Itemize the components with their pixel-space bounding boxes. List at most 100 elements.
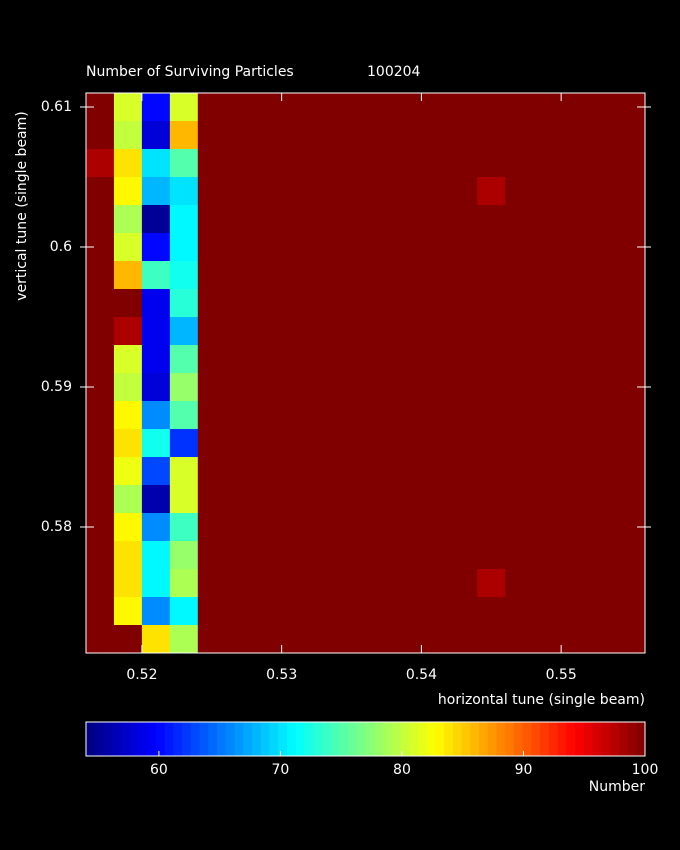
heatmap-cell: [561, 261, 590, 290]
colorbar-segment: [540, 722, 550, 756]
heatmap-cell: [225, 401, 255, 430]
heatmap-cell: [225, 569, 255, 598]
heatmap-cell: [309, 121, 339, 150]
colorbar-segment: [304, 722, 314, 756]
heatmap-cell: [113, 177, 143, 206]
heatmap-cell: [477, 289, 506, 318]
heatmap-cell: [225, 261, 255, 290]
heatmap-cell: [337, 485, 366, 514]
heatmap-cell: [225, 177, 255, 206]
heatmap-cell: [393, 625, 422, 654]
heatmap-cell: [225, 345, 255, 374]
heatmap-cell: [421, 233, 450, 262]
x-tick-label: 0.53: [266, 667, 297, 683]
colorbar-segment: [112, 722, 122, 756]
heatmap-cell: [197, 205, 227, 234]
heatmap-cell: [617, 345, 646, 374]
heatmap-cell: [141, 289, 171, 318]
heatmap-cell: [113, 625, 143, 654]
heatmap-cell: [365, 513, 394, 542]
heatmap-cell: [365, 373, 394, 402]
heatmap-cell: [309, 345, 339, 374]
heatmap-cell: [533, 289, 562, 318]
heatmap-cell: [533, 149, 562, 178]
heatmap-cell: [281, 177, 311, 206]
x-tick-label: 0.54: [406, 667, 437, 683]
heatmap-cell: [449, 289, 478, 318]
heatmap-cell: [365, 317, 394, 346]
heatmap-cell: [561, 373, 590, 402]
heatmap-cell: [365, 597, 394, 626]
heatmap-cell: [533, 401, 562, 430]
heatmap-cell: [505, 569, 534, 598]
colorbar-segment: [295, 722, 305, 756]
heatmap-cell: [449, 93, 478, 122]
colorbar-segment: [234, 722, 244, 756]
heatmap-cell: [393, 569, 422, 598]
heatmap-cell: [253, 457, 283, 486]
heatmap-cell: [113, 373, 143, 402]
heatmap-cell: [365, 485, 394, 514]
colorbar-segment: [164, 722, 174, 756]
heatmap-cell: [421, 93, 450, 122]
heatmap-cell: [561, 121, 590, 150]
colorbar-segment: [173, 722, 183, 756]
colorbar-segment: [243, 722, 253, 756]
colorbar-segment: [435, 722, 445, 756]
heatmap-cell: [477, 205, 506, 234]
heatmap-cell: [449, 625, 478, 654]
heatmap-cell: [337, 121, 366, 150]
heatmap-cell: [477, 177, 506, 206]
heatmap-cell: [253, 205, 283, 234]
heatmap-cell: [421, 205, 450, 234]
colorbar-segment: [531, 722, 541, 756]
colorbar-segment: [487, 722, 498, 756]
heatmap-cell: [309, 485, 339, 514]
heatmap-cell: [533, 597, 562, 626]
colorbar-segment: [313, 722, 323, 756]
heatmap-cell: [393, 149, 422, 178]
heatmap-cell: [617, 541, 646, 570]
heatmap-cell: [589, 149, 618, 178]
heatmap-cell: [505, 513, 534, 542]
colorbar-segment: [583, 722, 594, 756]
heatmap-cell: [393, 541, 422, 570]
heatmap-cell: [197, 569, 227, 598]
heatmap-cell: [225, 121, 255, 150]
heatmap-cell: [365, 289, 394, 318]
heatmap-cell: [505, 457, 534, 486]
heatmap-cell: [365, 177, 394, 206]
heatmap-cell: [225, 625, 255, 654]
heatmap-cell: [309, 261, 339, 290]
heatmap-cell: [477, 373, 506, 402]
heatmap-cell: [141, 513, 171, 542]
heatmap-cell: [561, 429, 590, 458]
colorbar-segment: [627, 722, 637, 756]
heatmap-cell: [225, 205, 255, 234]
heatmap-cell: [449, 597, 478, 626]
heatmap-cell: [197, 457, 227, 486]
heatmap-cell: [169, 289, 199, 318]
heatmap-cell: [533, 345, 562, 374]
heatmap-cell: [197, 261, 227, 290]
heatmap-cell: [421, 121, 450, 150]
heatmap-cell: [337, 401, 366, 430]
colorbar-segment: [365, 722, 375, 756]
heatmap-cell: [617, 569, 646, 598]
heatmap-cell: [253, 233, 283, 262]
heatmap-cell: [393, 597, 422, 626]
heatmap-cell: [309, 597, 339, 626]
heatmap-cell: [365, 401, 394, 430]
heatmap-cell: [253, 429, 283, 458]
heatmap-cell: [309, 625, 339, 654]
heatmap-cell: [505, 485, 534, 514]
heatmap-cell: [141, 569, 171, 598]
heatmap-cell: [505, 177, 534, 206]
heatmap-cell: [533, 569, 562, 598]
heatmap-cell: [253, 289, 283, 318]
heatmap-cell: [421, 485, 450, 514]
heatmap-cell: [86, 541, 115, 570]
heatmap-cell: [337, 177, 366, 206]
heatmap-cell: [533, 205, 562, 234]
